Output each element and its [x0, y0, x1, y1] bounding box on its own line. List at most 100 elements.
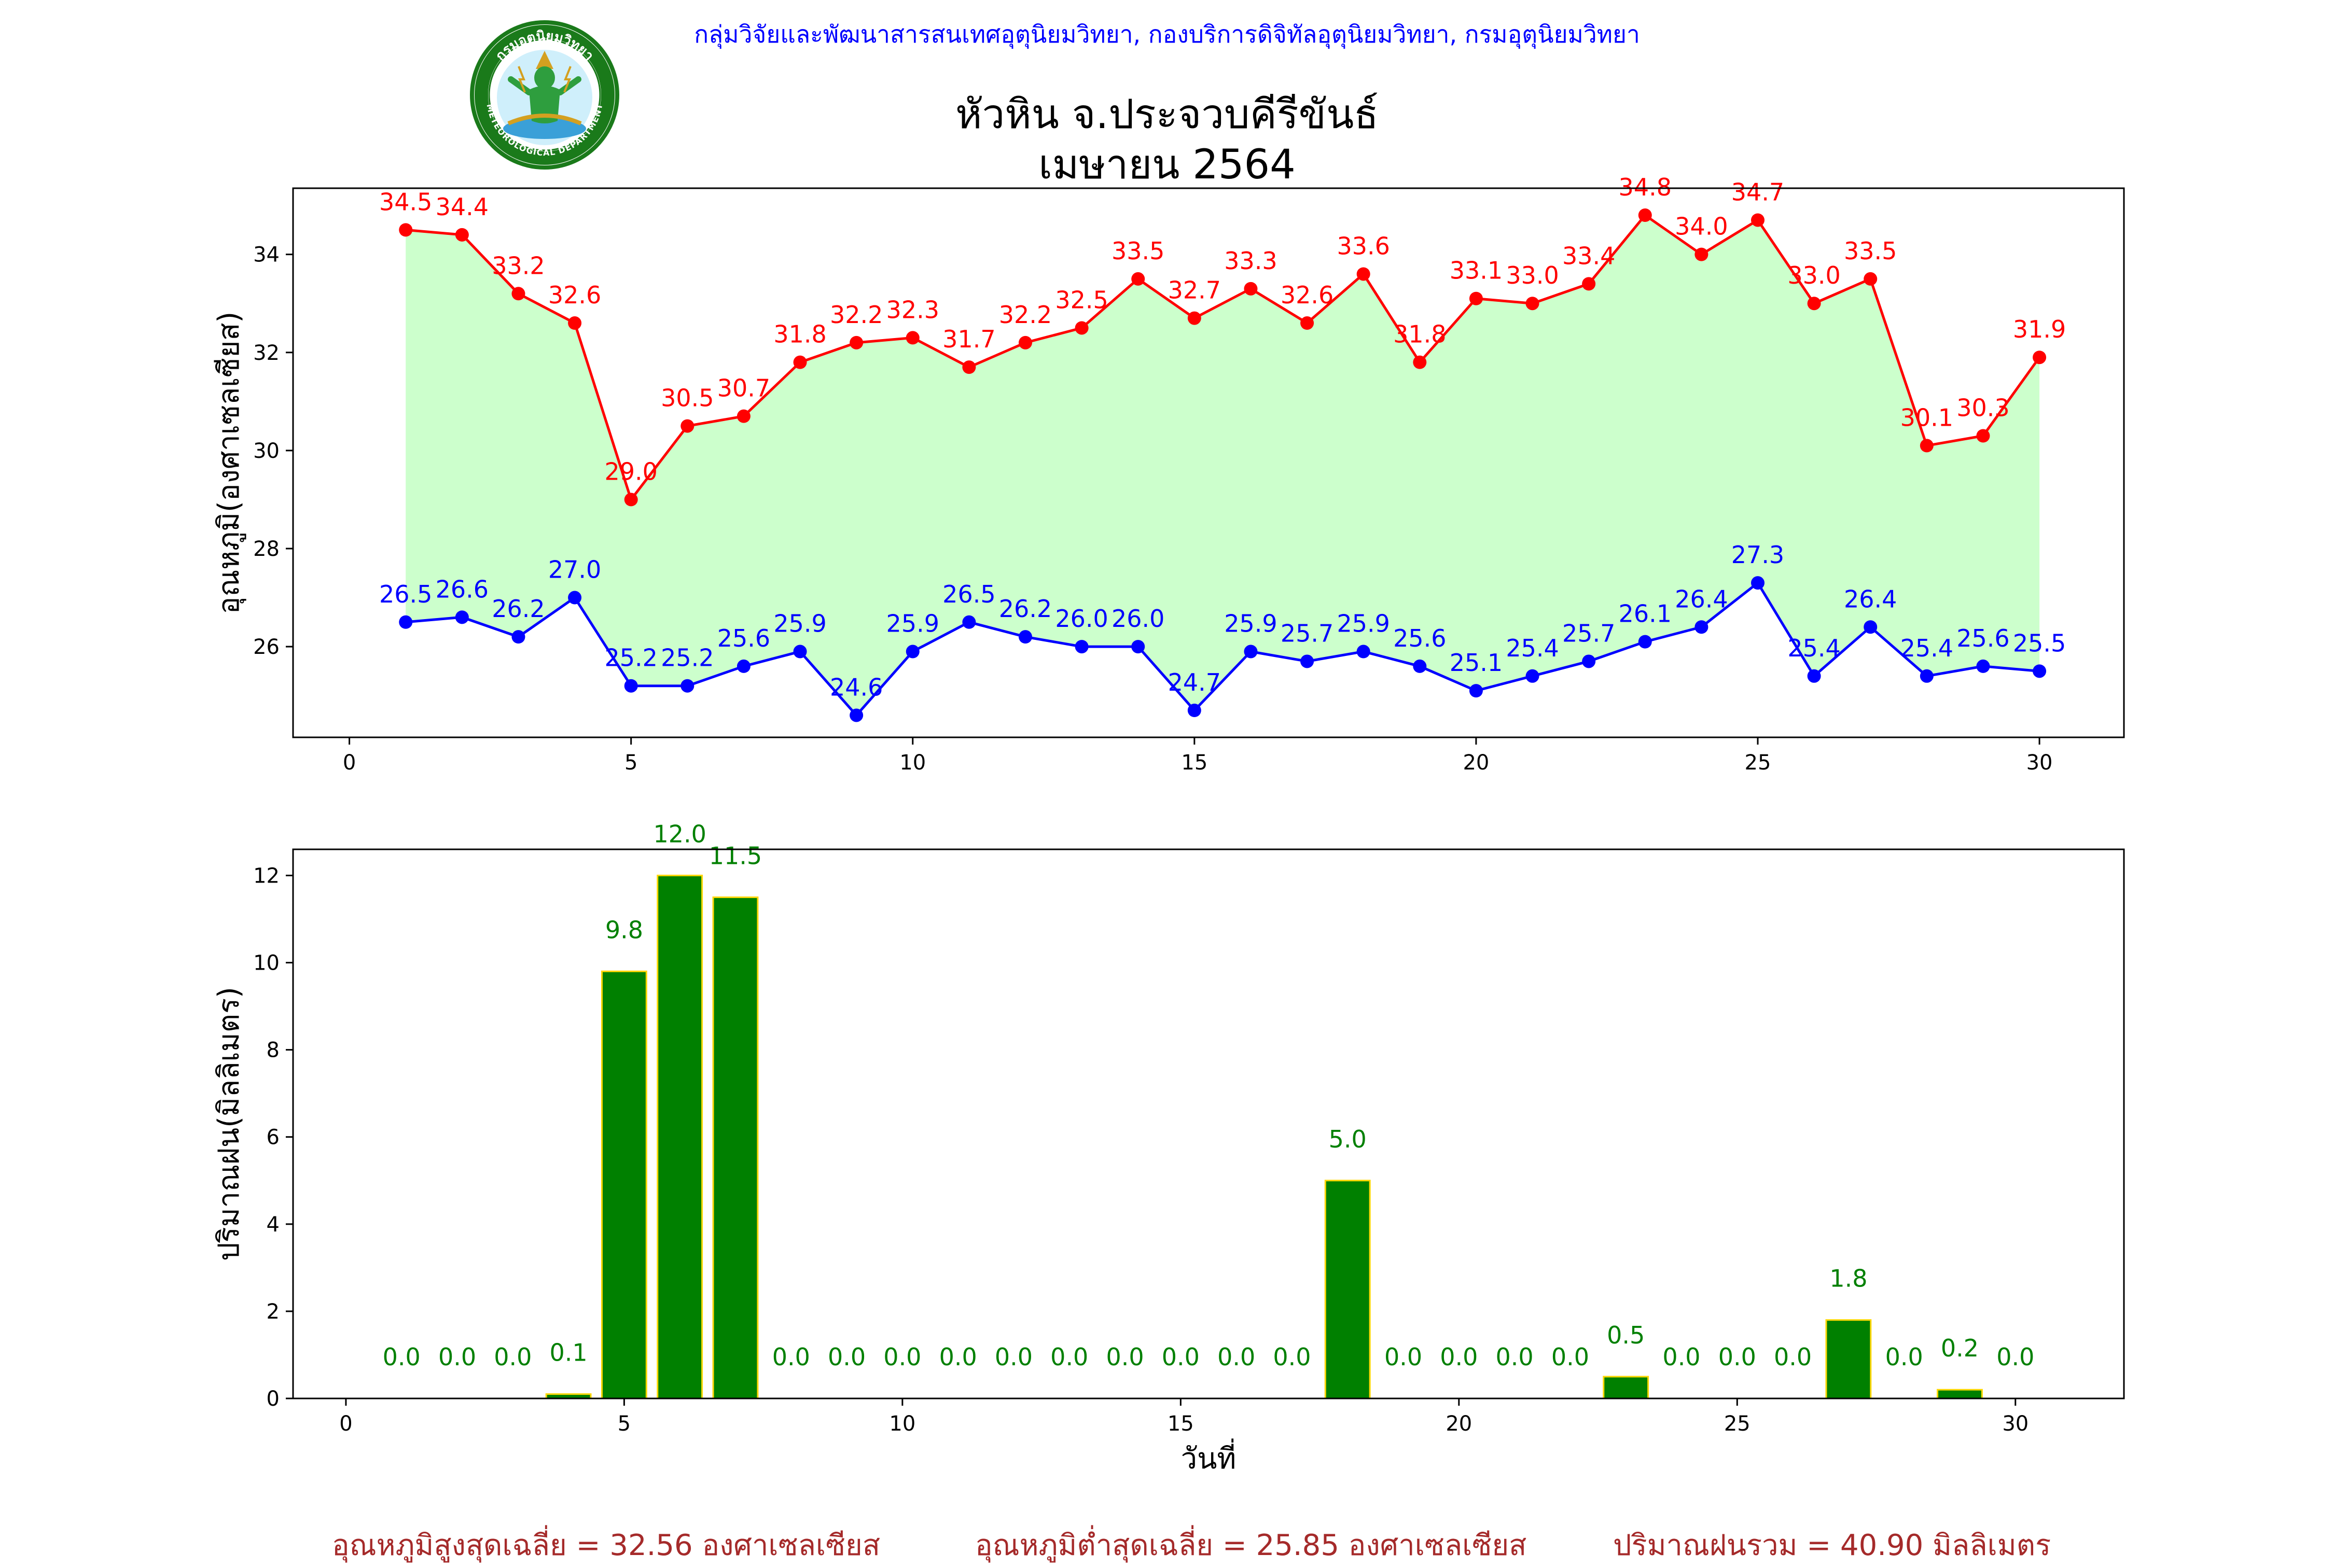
- rain-data-label: 5.0: [1329, 1125, 1367, 1153]
- temp-min-data-label: 25.5: [2013, 629, 2066, 657]
- temp-min-data-label: 25.9: [1224, 610, 1277, 638]
- temp-min-point: [1469, 684, 1483, 698]
- temp-max-data-label: 34.0: [1675, 213, 1728, 241]
- rain-ytick-label: 6: [267, 1126, 280, 1150]
- rain-data-label: 0.0: [1662, 1343, 1700, 1371]
- temp-max-point: [1864, 272, 1878, 286]
- temp-min-line: [406, 581, 2040, 718]
- temp-min-point: [906, 645, 920, 659]
- rain-data-label: 11.5: [709, 842, 762, 870]
- temp-min-data-label: 27.3: [1731, 541, 1784, 569]
- temp-max-data-label: 33.0: [1506, 261, 1559, 289]
- temp-xtick-label: 25: [1745, 751, 1771, 775]
- temp-xtick-label: 15: [1181, 751, 1207, 775]
- rain-bar: [1825, 1319, 1872, 1399]
- temp-max-point: [1413, 355, 1427, 369]
- temp-min-point: [1920, 669, 1934, 683]
- temp-max-point: [1244, 282, 1258, 296]
- rain-data-label: 0.2: [1941, 1334, 1979, 1362]
- temp-xtick-label: 10: [899, 751, 926, 775]
- temp-min-data-label: 25.6: [717, 624, 770, 652]
- temp-min-point: [793, 645, 807, 659]
- temp-max-point: [2033, 351, 2047, 365]
- temp-max-point: [1019, 335, 1032, 349]
- temp-max-point: [962, 360, 976, 374]
- rain-plot-frame: [292, 848, 2125, 1399]
- temp-min-point: [455, 610, 469, 624]
- temp-min-data-label: 25.2: [661, 644, 714, 672]
- temp-min-point: [399, 615, 413, 629]
- temp-min-data-label: 27.0: [548, 556, 601, 584]
- temp-min-point: [737, 659, 751, 673]
- temp-max-point: [399, 223, 413, 237]
- temp-min-point: [1019, 630, 1032, 644]
- temp-ytick-label: 32: [253, 341, 280, 365]
- temp-xtick-label: 5: [624, 751, 637, 775]
- temp-max-data-label: 34.7: [1731, 178, 1784, 206]
- temp-min-data-label: 25.9: [886, 610, 939, 638]
- rain-bar: [1324, 1180, 1371, 1399]
- temp-min-point: [1751, 576, 1765, 590]
- logo-emblem-icon: กรมอุตุนิยมวิทยา METEOROLOGICAL DEPARTME…: [470, 20, 619, 170]
- temp-min-data-label: 24.6: [830, 673, 883, 701]
- temp-max-data-label: 33.4: [1562, 242, 1615, 270]
- temp-max-data-label: 34.8: [1619, 173, 1672, 201]
- rain-ytick-label: 4: [267, 1213, 280, 1237]
- temp-min-data-label: 25.2: [604, 644, 657, 672]
- rain-data-label: 0.1: [550, 1339, 588, 1367]
- temp-max-data-label: 30.5: [661, 384, 714, 412]
- rain-ytick-label: 12: [253, 864, 280, 888]
- temp-max-point: [680, 419, 694, 433]
- rain-ytick-label: 8: [267, 1039, 280, 1062]
- rain-data-label: 0.0: [1718, 1343, 1756, 1371]
- temp-min-point: [1300, 654, 1314, 668]
- temp-max-point: [1469, 291, 1483, 305]
- temp-xtick-label: 30: [2026, 751, 2053, 775]
- rain-data-label: 0.0: [494, 1343, 532, 1371]
- temp-min-data-label: 26.1: [1619, 600, 1672, 628]
- temp-min-data-label: 26.0: [1055, 605, 1108, 633]
- temp-max-data-label: 34.5: [379, 188, 432, 216]
- temp-max-point: [511, 287, 525, 301]
- temp-min-point: [1976, 659, 1990, 673]
- temp-min-point: [1075, 640, 1089, 654]
- temp-max-data-label: 32.2: [999, 301, 1052, 329]
- temp-ytick-label: 26: [253, 635, 280, 659]
- temp-max-point: [455, 228, 469, 242]
- temp-min-data-label: 26.4: [1675, 585, 1728, 613]
- temp-min-data-label: 26.6: [436, 575, 489, 603]
- temp-min-point: [511, 630, 525, 644]
- rain-data-label: 0.0: [1162, 1343, 1200, 1371]
- footer-avg-min: อุณหภูมิต่ำสุดเฉลี่ย = 25.85 องศาเซลเซีย…: [975, 1529, 1527, 1562]
- rain-data-label: 0.0: [1050, 1343, 1088, 1371]
- temp-min-data-label: 26.2: [999, 595, 1052, 623]
- temp-max-data-label: 32.2: [830, 301, 883, 329]
- rain-ylabel: ปริมาณฝน(มิลลิเมตร): [212, 987, 246, 1261]
- temp-max-point: [793, 355, 807, 369]
- temp-max-point: [1751, 213, 1765, 227]
- temp-max-point: [1300, 316, 1314, 330]
- temp-max-data-label: 31.9: [2013, 315, 2066, 343]
- temp-max-point: [737, 409, 751, 423]
- temp-max-data-label: 31.7: [942, 325, 995, 353]
- temp-plot-frame: [292, 187, 2125, 738]
- temp-min-point: [1244, 645, 1258, 659]
- temp-min-data-label: 26.0: [1112, 605, 1164, 633]
- temp-max-data-label: 33.3: [1224, 247, 1277, 275]
- rain-bar: [1603, 1376, 1649, 1399]
- temp-max-point: [568, 316, 582, 330]
- rain-data-label: 0.0: [1996, 1343, 2034, 1371]
- temp-min-point: [680, 679, 694, 693]
- temp-max-data-label: 30.7: [717, 374, 770, 402]
- temp-min-point: [1187, 703, 1201, 717]
- temp-min-point: [1582, 654, 1596, 668]
- rain-bar: [657, 874, 703, 1399]
- temp-max-data-label: 29.0: [604, 457, 657, 485]
- rain-data-label: 0.0: [1384, 1343, 1422, 1371]
- rain-data-label: 0.0: [438, 1343, 476, 1371]
- temp-min-point: [624, 679, 638, 693]
- rain-data-label: 0.5: [1607, 1321, 1645, 1349]
- page-title: หัวหิน จ.ประจวบคีรีขันธ์: [955, 91, 1379, 138]
- temp-max-point: [1075, 321, 1089, 335]
